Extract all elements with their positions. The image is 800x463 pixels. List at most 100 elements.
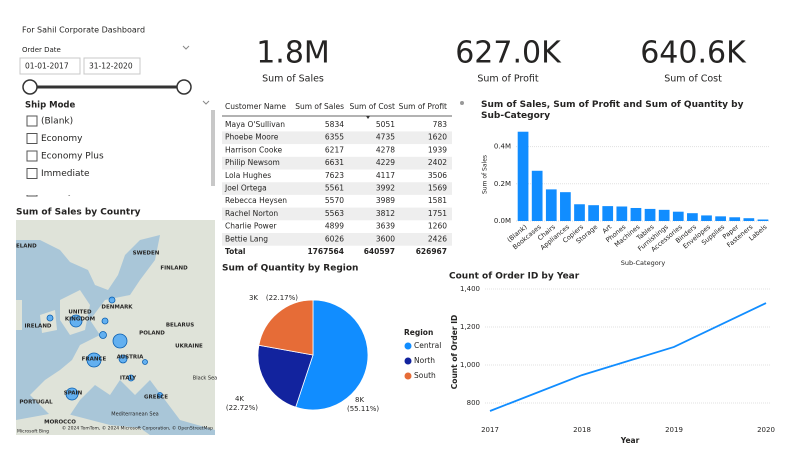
visual-title: Sum of Quantity by Region	[222, 264, 358, 274]
x-tick-label: 2019	[665, 426, 683, 434]
pie-slice[interactable]	[258, 299, 314, 356]
table-cell: 2402	[428, 158, 447, 167]
bar[interactable]	[743, 218, 755, 221]
kpi-label: Sum of Profit	[477, 74, 539, 85]
row-band	[222, 207, 452, 221]
y-axis-title: Count of Order ID	[450, 315, 459, 389]
map-label: POLAND	[139, 331, 165, 337]
table-cell: 5563	[325, 209, 344, 218]
map[interactable]: Microsoft Bing © 2024 TomTom, © 2024 Mic…	[16, 220, 215, 435]
map-label: SWEDEN	[133, 251, 160, 257]
checkbox[interactable]	[26, 168, 38, 179]
table-cell: Phoebe Moore	[225, 133, 279, 142]
kpi-label: Sum of Sales	[262, 74, 324, 85]
sort-indicator[interactable]	[366, 116, 370, 119]
bar[interactable]	[574, 204, 585, 221]
x-axis-title: Year	[620, 436, 640, 445]
legend-label: Central	[414, 341, 441, 350]
map-label: UNITED	[68, 310, 92, 316]
bar[interactable]	[517, 131, 529, 221]
bar[interactable]	[616, 206, 628, 221]
checkbox[interactable]	[26, 150, 38, 162]
map-land	[16, 220, 215, 430]
bar[interactable]	[672, 211, 684, 221]
bar[interactable]	[588, 205, 599, 221]
table-cell: Lola Hughes	[225, 171, 271, 180]
bar[interactable]	[560, 192, 571, 221]
table-cell: 6217	[325, 145, 344, 154]
table-cell: 4278	[376, 145, 395, 154]
slider-handle[interactable]	[22, 79, 38, 95]
table-cell: 3639	[376, 222, 395, 231]
map-label: Mediterranean Sea	[111, 412, 158, 418]
map-label: PORTUGAL	[19, 400, 53, 406]
dashboard-title: For Sahil Corporate Dashboard	[22, 26, 145, 35]
scrollbar[interactable]	[211, 110, 215, 186]
kpi-label: Sum of Cost	[664, 74, 722, 85]
kpi-value: 1.8M	[256, 36, 330, 71]
table-cell: Philip Newsom	[225, 158, 280, 167]
chevron[interactable]	[202, 100, 210, 105]
table-header: Sum of Profit	[399, 102, 447, 111]
bar[interactable]	[644, 208, 656, 221]
row-band	[222, 233, 452, 246]
pie-amount: 8K	[355, 396, 364, 404]
table-cell: 4899	[325, 222, 344, 231]
slicer-label: Ship Mode	[25, 101, 76, 111]
chevron[interactable]	[182, 45, 190, 50]
visual-title: Sum of Sales by Country	[16, 208, 141, 218]
bar[interactable]	[545, 189, 557, 221]
pie-label: (22.17%)	[266, 294, 298, 302]
map-label: DENMARK	[101, 305, 133, 311]
kpi-value: 627.0K	[455, 36, 562, 71]
legend-swatch	[404, 342, 412, 350]
y-tick-label: 800	[467, 399, 480, 407]
table-cell: 3600	[376, 234, 395, 243]
row-band	[222, 182, 452, 195]
bar[interactable]	[658, 209, 670, 221]
table-cell: Rebecca Heysen	[225, 196, 287, 205]
pie-slice[interactable]	[257, 344, 314, 408]
table-header: Customer Name	[225, 102, 286, 111]
legend-title: Region	[404, 328, 433, 337]
table-cell: 6631	[325, 158, 344, 167]
y-tick-label: 1,000	[460, 361, 480, 369]
pie-label: (22.72%)	[226, 404, 258, 412]
table-cell: 4735	[376, 133, 395, 142]
table-total: 1767564	[307, 247, 344, 256]
date-input[interactable]	[19, 57, 81, 75]
bar[interactable]	[701, 215, 712, 221]
bar[interactable]	[729, 217, 741, 221]
y-tick-label: 0.2M	[494, 180, 511, 188]
table-cell: 5051	[376, 120, 395, 129]
pie-slice[interactable]	[295, 299, 369, 411]
bar[interactable]	[687, 213, 698, 221]
table-total: 640597	[364, 247, 395, 256]
slider-handle[interactable]	[176, 79, 192, 95]
table-cell: 7623	[325, 171, 344, 180]
table-cell: Rachel Norton	[225, 209, 278, 218]
table-cell: 6026	[325, 234, 344, 243]
bar[interactable]	[602, 206, 614, 221]
table-cell: 783	[433, 120, 448, 129]
table-header: Sum of Sales	[295, 102, 344, 111]
table-cell: 3812	[376, 209, 395, 218]
checkbox[interactable]	[26, 115, 38, 127]
legend-swatch	[404, 357, 412, 365]
date-input[interactable]	[83, 57, 141, 75]
bar[interactable]	[630, 207, 642, 221]
map-land	[16, 300, 22, 330]
slicer-option: (Blank)	[41, 117, 73, 127]
table-cell: 2426	[428, 234, 447, 243]
checkbox[interactable]	[26, 133, 38, 144]
table-cell: Joel Ortega	[224, 184, 267, 193]
legend-label: South	[414, 371, 436, 380]
map-label: MOROCCO	[44, 420, 76, 426]
table-cell: 5561	[325, 184, 344, 193]
bar[interactable]	[531, 170, 543, 221]
bar[interactable]	[715, 216, 726, 221]
x-axis-title: Sub-Category	[621, 259, 666, 267]
line[interactable]	[489, 302, 767, 412]
bar[interactable]	[757, 219, 769, 221]
map-label: ITALY	[120, 376, 137, 382]
